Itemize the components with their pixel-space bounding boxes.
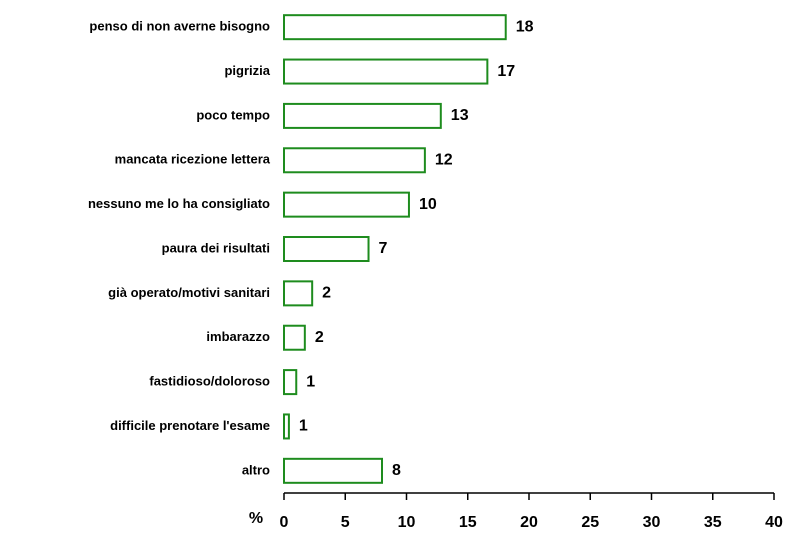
value-label: 10 <box>419 196 437 213</box>
category-label: nessuno me lo ha consigliato <box>88 196 270 211</box>
bar <box>283 236 370 262</box>
x-tick-label: 10 <box>398 514 416 531</box>
bar <box>283 102 442 129</box>
value-label: 13 <box>451 107 469 124</box>
bar <box>283 58 489 85</box>
category-label: paura dei risultati <box>162 240 270 255</box>
bar <box>283 14 507 41</box>
value-label: 12 <box>435 151 453 168</box>
bar <box>283 324 306 351</box>
x-tick-label: 35 <box>704 514 722 531</box>
bar <box>283 369 298 396</box>
category-label: imbarazzo <box>206 329 270 344</box>
value-label: 18 <box>516 18 534 35</box>
value-label: 2 <box>315 329 324 346</box>
value-label: 17 <box>497 63 515 80</box>
x-tick-label: 20 <box>520 514 538 531</box>
x-tick-label: 5 <box>341 514 350 531</box>
category-label: altro <box>242 462 270 477</box>
value-label: 7 <box>379 240 388 257</box>
category-label: mancata ricezione lettera <box>115 152 271 167</box>
category-label: fastidioso/doloroso <box>149 374 270 389</box>
bar <box>283 280 314 307</box>
category-label: penso di non averne bisogno <box>89 19 270 34</box>
category-label: poco tempo <box>196 107 270 122</box>
bar <box>283 413 290 440</box>
bar <box>283 191 410 218</box>
category-label: pigrizia <box>224 63 270 78</box>
x-tick-label: 15 <box>459 514 477 531</box>
x-tick-label: 25 <box>581 514 599 531</box>
x-tick-label: 40 <box>765 514 783 531</box>
x-tick-label: 30 <box>643 514 661 531</box>
category-label: difficile prenotare l'esame <box>110 418 270 433</box>
x-tick-label: 0 <box>280 514 289 531</box>
bar <box>283 147 426 174</box>
value-label: 2 <box>322 285 331 302</box>
value-label: 1 <box>299 418 308 435</box>
value-label: 1 <box>306 373 315 390</box>
category-label: già operato/motivi sanitari <box>108 285 270 300</box>
x-axis-label: % <box>249 510 263 527</box>
bar <box>283 457 383 484</box>
value-label: 8 <box>392 462 401 479</box>
